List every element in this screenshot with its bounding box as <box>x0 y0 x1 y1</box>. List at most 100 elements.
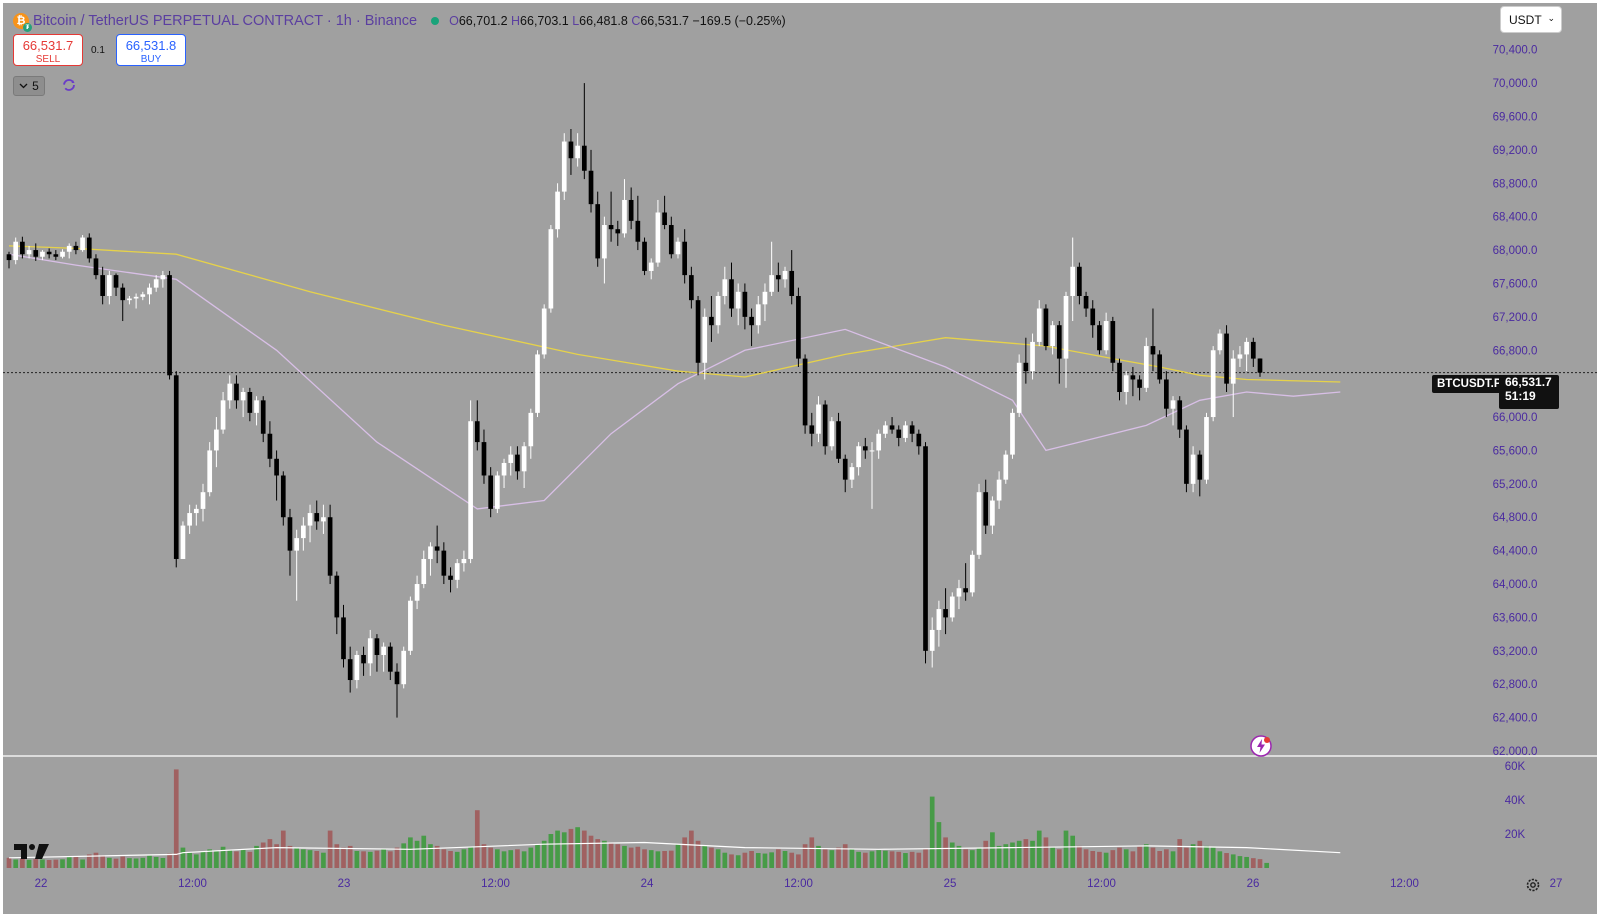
currency-select[interactable]: USDT ⌄ <box>1500 6 1562 33</box>
candle-body <box>294 538 300 551</box>
candle <box>956 579 962 610</box>
price-tick-label: 65,200.0 <box>1493 479 1538 491</box>
volume-bar <box>1257 859 1263 868</box>
candle <box>387 642 393 681</box>
candle <box>1224 325 1229 392</box>
gear-icon[interactable] <box>1525 877 1541 893</box>
candle-body <box>561 141 567 192</box>
candle <box>481 429 487 484</box>
candle-body <box>40 251 45 257</box>
candle <box>742 283 748 330</box>
bitcoin-icon[interactable]: ₿ ₮ <box>13 13 32 32</box>
candle <box>321 504 326 534</box>
candle <box>1177 396 1183 438</box>
volume-bar <box>501 851 507 868</box>
sell-button[interactable]: 66,531.7 SELL <box>13 34 83 66</box>
tradingview-logo[interactable] <box>13 840 51 862</box>
time-tick-label: 25 <box>944 878 957 890</box>
candle <box>1097 321 1102 355</box>
candle <box>1010 408 1015 459</box>
symbol-title[interactable]: Bitcoin / TetherUS PERPETUAL CONTRACT · … <box>33 13 418 29</box>
candle-body <box>575 145 580 159</box>
volume-bar <box>909 851 915 868</box>
candle <box>816 396 821 443</box>
candle-body <box>1077 266 1082 296</box>
candle-body <box>996 479 1002 501</box>
candle-body <box>361 654 366 664</box>
volume-axis: 60K 40K 20K <box>1505 761 1526 841</box>
candle <box>622 179 627 238</box>
high-value: 66,703.1 <box>520 14 569 28</box>
chart-canvas[interactable]: 70,400.0 70,000.0 69,600.0 69,200.0 68,800.0… <box>3 3 1597 914</box>
candle-body <box>662 212 667 226</box>
sync-icon[interactable] <box>61 77 77 93</box>
volume-bar <box>127 858 132 868</box>
candle <box>1003 450 1009 484</box>
candle-body <box>1164 379 1169 409</box>
time-axis[interactable]: 2212:002312:002412:002512:002612:002712:… <box>35 878 1597 890</box>
candle <box>260 396 266 443</box>
chart-area[interactable]: 70,400.0 70,000.0 69,600.0 69,200.0 68,800.0… <box>3 3 1597 914</box>
open-value: 66,701.2 <box>458 14 508 28</box>
candle-body <box>769 275 774 292</box>
candle <box>401 646 407 689</box>
buy-label: BUY <box>140 54 162 65</box>
volume-bar <box>307 850 313 868</box>
volume-bar <box>689 830 694 868</box>
time-tick-label: 24 <box>641 878 654 890</box>
candle <box>240 387 246 418</box>
volume-bar <box>923 849 928 868</box>
volume-bar <box>147 855 152 868</box>
candle-body <box>588 170 594 205</box>
candle-body <box>274 458 279 476</box>
volume-bar <box>113 858 119 868</box>
candle-body <box>568 141 574 159</box>
candle <box>963 563 968 601</box>
candle-body <box>160 275 166 280</box>
indicators-toggle[interactable]: 5 <box>13 76 45 96</box>
candle-body <box>762 291 768 305</box>
volume-bar <box>53 859 59 868</box>
candle <box>120 283 126 322</box>
candle-body <box>401 650 407 685</box>
candle <box>1257 358 1263 377</box>
candle-body <box>327 517 333 576</box>
volume-bar <box>1097 851 1102 868</box>
market-status-dot[interactable] <box>431 17 440 25</box>
volume-bar <box>622 845 627 868</box>
change-value: −169.5 (−0.25%) <box>692 14 786 28</box>
volume-bar <box>836 847 841 868</box>
candle <box>1083 291 1089 317</box>
candle-body <box>314 513 320 522</box>
close-value: 66,531.7 <box>640 14 690 28</box>
candle-body <box>528 412 534 447</box>
volume-bar <box>240 849 246 868</box>
candle-body <box>1130 375 1136 380</box>
candle-body <box>214 429 219 451</box>
candle-body <box>280 475 286 518</box>
buy-button[interactable]: 66,531.8 BUY <box>116 34 186 66</box>
volume-bar <box>1010 842 1015 868</box>
volume-bar <box>140 857 146 868</box>
candle <box>769 241 774 296</box>
volume-bar <box>615 844 621 868</box>
candle-body <box>341 617 346 660</box>
volume-bar <box>1056 849 1062 868</box>
volume-bar <box>1003 844 1009 868</box>
candle <box>1070 237 1076 322</box>
candle <box>1117 358 1122 401</box>
lightning-alert-icon[interactable] <box>1250 735 1272 757</box>
volume-bar <box>441 849 447 868</box>
candle-body <box>1003 454 1009 480</box>
price-tick-label: 68,800.0 <box>1493 178 1538 190</box>
candle <box>1050 321 1055 355</box>
candle <box>715 291 721 334</box>
volume-bar <box>541 840 547 868</box>
volume-bar <box>702 845 708 868</box>
candle-body <box>789 270 795 296</box>
volume-bar <box>1197 840 1203 868</box>
volume-bar <box>722 852 728 868</box>
candle-body <box>1110 321 1116 363</box>
volume-bar <box>220 846 226 868</box>
volume-bar <box>949 842 955 868</box>
